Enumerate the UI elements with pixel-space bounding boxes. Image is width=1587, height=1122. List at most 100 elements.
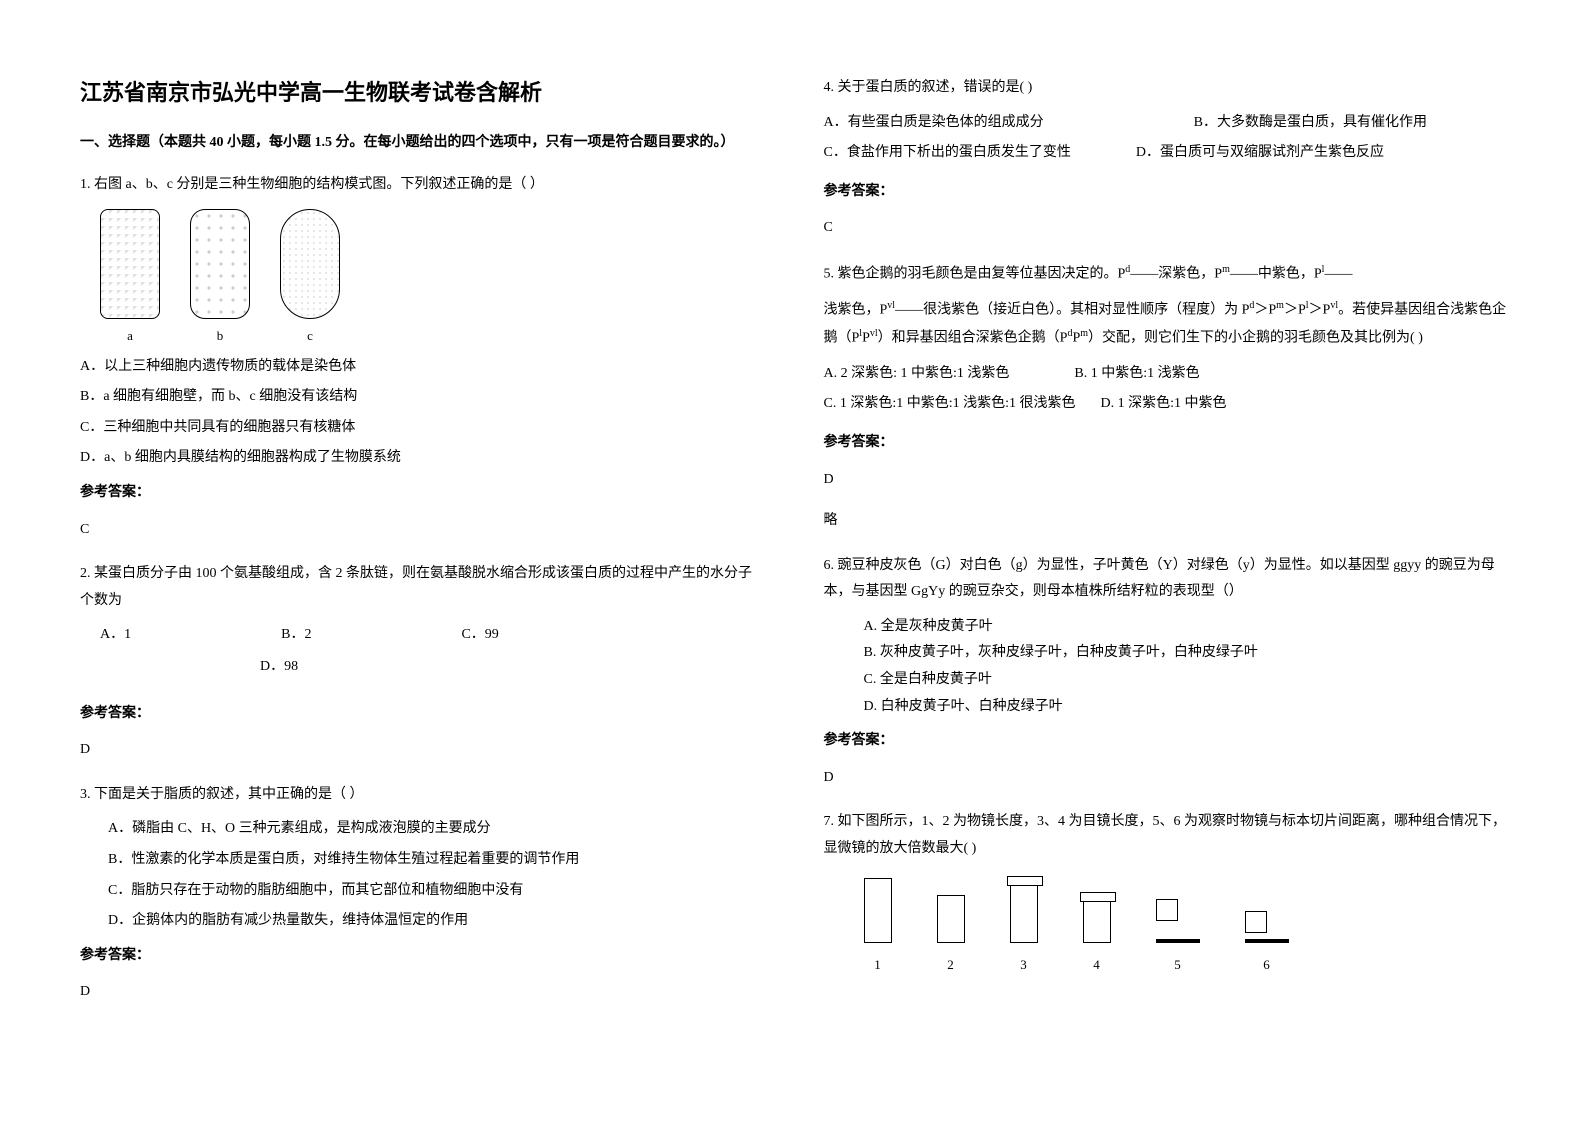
q4-row1: A．有些蛋白质是染色体的组成成分 B．大多数酶是蛋白质，具有催化作用 xyxy=(824,110,1508,141)
cell-diagram: a b c xyxy=(100,209,764,349)
cell-b: b xyxy=(190,209,250,349)
scope-label-6: 6 xyxy=(1263,953,1270,978)
q5-dd: ——深紫色，P xyxy=(1130,267,1222,282)
cell-a: a xyxy=(100,209,160,349)
q6-text: 6. 豌豆种皮灰色（G）对白色（g）为显性，子叶黄色（Y）对绿色（y）为显性。如… xyxy=(824,553,1508,606)
q5-note: 略 xyxy=(824,508,1508,535)
q5-sup-m: m xyxy=(1222,264,1230,275)
scope-4: 4 xyxy=(1083,901,1111,978)
q1-option-a: A．以上三种细胞内遗传物质的载体是染色体 xyxy=(80,354,764,381)
q5-option-b: B. 1 中紫色:1 浅紫色 xyxy=(1074,361,1199,388)
gap-5-group xyxy=(1156,899,1200,943)
left-column: 江苏省南京市弘光中学高一生物联考试卷含解析 一、选择题（本题共 40 小题，每小… xyxy=(50,75,794,1082)
q5-t2c3: ＞P xyxy=(1309,303,1331,318)
lens-3 xyxy=(1010,885,1038,943)
question-3: 3. 下面是关于脂质的叙述，其中正确的是（ ） A．磷脂由 C、H、O 三种元素… xyxy=(80,782,764,1006)
q5-t2c2: ＞P xyxy=(1284,303,1306,318)
scope-5: 5 xyxy=(1156,899,1200,978)
lens-1 xyxy=(864,878,892,943)
q5-s3: m xyxy=(1276,300,1284,311)
q2-option-a: A．1 xyxy=(100,622,131,649)
q3-option-d: D．企鹅体内的脂肪有减少热量散失，维持体温恒定的作用 xyxy=(108,908,764,935)
scope-3: 3 xyxy=(1010,885,1038,978)
cell-c: c xyxy=(280,209,340,349)
q3-option-a: A．磷脂由 C、H、O 三种元素组成，是构成液泡膜的主要成分 xyxy=(108,816,764,843)
cell-b-label: b xyxy=(217,324,224,349)
q3-options: A．磷脂由 C、H、O 三种元素组成，是构成液泡膜的主要成分 B．性激素的化学本… xyxy=(108,816,764,934)
cell-c-label: c xyxy=(307,324,313,349)
q5-s7: vl xyxy=(870,328,878,339)
slide-6 xyxy=(1245,939,1289,943)
q5-s5: vl xyxy=(1330,300,1338,311)
document-title: 江苏省南京市弘光中学高一生物联考试卷含解析 xyxy=(80,75,764,107)
q4-row2: C．食盐作用下析出的蛋白质发生了变性 D．蛋白质可与双缩脲试剂产生紫色反应 xyxy=(824,140,1508,171)
q4-answer-label: 参考答案： xyxy=(824,179,1508,206)
gap-6-group xyxy=(1245,911,1289,943)
scope-6: 6 xyxy=(1245,911,1289,978)
q5-answer: D xyxy=(824,467,1508,494)
q3-option-b: B．性激素的化学本质是蛋白质，对维持生物体生殖过程起着重要的调节作用 xyxy=(108,847,764,874)
q3-answer-label: 参考答案： xyxy=(80,943,764,970)
q6-answer: D xyxy=(824,765,1508,792)
q1-option-b: B．a 细胞有细胞壁，而 b、c 细胞没有该结构 xyxy=(80,384,764,411)
q5-de: —— xyxy=(1324,267,1352,282)
q2-answer: D xyxy=(80,737,764,764)
cell-b-image xyxy=(190,209,250,319)
q5-s9: m xyxy=(1080,328,1088,339)
q5-row2: C. 1 深紫色:1 中紫色:1 浅紫色:1 很浅紫色 D. 1 深紫色:1 中… xyxy=(824,391,1508,422)
q6-options: A. 全是灰种皮黄子叶 B. 灰种皮黄子叶，灰种皮绿子叶，白种皮黄子叶，白种皮绿… xyxy=(864,614,1508,720)
q5-t2b: ——很浅紫色（接近白色）。其相对显性顺序（程度）为 P xyxy=(895,303,1249,318)
right-column: 4. 关于蛋白质的叙述，错误的是( ) A．有些蛋白质是染色体的组成成分 B．大… xyxy=(794,75,1538,1082)
scope-1: 1 xyxy=(864,878,892,978)
slide-5 xyxy=(1156,939,1200,943)
small-lens-5 xyxy=(1156,899,1178,921)
q2-answer-label: 参考答案： xyxy=(80,701,764,728)
question-6: 6. 豌豆种皮灰色（G）对白色（g）为显性，子叶黄色（Y）对绿色（y）为显性。如… xyxy=(824,553,1508,792)
q2-options-row1: A．1 B．2 C．99 xyxy=(100,622,764,649)
q4-text: 4. 关于蛋白质的叙述，错误的是( ) xyxy=(824,75,1508,102)
q6-option-a: A. 全是灰种皮黄子叶 xyxy=(864,614,1508,641)
q1-answer: C xyxy=(80,517,764,544)
section-header: 一、选择题（本题共 40 小题，每小题 1.5 分。在每小题给出的四个选项中，只… xyxy=(80,132,764,154)
question-4: 4. 关于蛋白质的叙述，错误的是( ) A．有些蛋白质是染色体的组成成分 B．大… xyxy=(824,75,1508,242)
q2-option-c: C．99 xyxy=(461,622,498,649)
q5-row1: A. 2 深紫色: 1 中紫色:1 浅紫色 B. 1 中紫色:1 浅紫色 xyxy=(824,361,1508,392)
q5-option-a: A. 2 深紫色: 1 中紫色:1 浅紫色 xyxy=(824,361,1010,388)
q1-answer-label: 参考答案： xyxy=(80,480,764,507)
scope-label-4: 4 xyxy=(1093,953,1100,978)
scope-2: 2 xyxy=(937,895,965,978)
q5-t2c1: ＞P xyxy=(1254,303,1276,318)
scope-label-5: 5 xyxy=(1174,953,1181,978)
small-lens-6 xyxy=(1245,911,1267,933)
q3-answer: D xyxy=(80,979,764,1006)
cell-a-label: a xyxy=(127,324,133,349)
lens-4 xyxy=(1083,901,1111,943)
q5-answer-label: 参考答案： xyxy=(824,430,1508,457)
q5-t2a: 浅紫色，P xyxy=(824,303,888,318)
q5-option-c: C. 1 深紫色:1 中紫色:1 浅紫色:1 很浅紫色 xyxy=(824,391,1076,418)
q5-t2g: ）交配，则它们生下的小企鹅的羽毛颜色及其比例为( ) xyxy=(1088,331,1423,346)
scope-label-3: 3 xyxy=(1020,953,1027,978)
q3-option-c: C．脂肪只存在于动物的脂肪细胞中，而其它部位和植物细胞中没有 xyxy=(108,878,764,905)
q4-answer: C xyxy=(824,215,1508,242)
q5-t2f: ）和异基因组合深紫色企鹅（P xyxy=(878,331,1068,346)
q5-text-line1: 5. 紫色企鹅的羽毛颜色是由复等位基因决定的。Pd——深紫色，Pm——中紫色，P… xyxy=(824,260,1508,288)
q1-option-d: D．a、b 细胞内具膜结构的细胞器构成了生物膜系统 xyxy=(80,445,764,472)
q4-option-c: C．食盐作用下析出的蛋白质发生了变性 xyxy=(824,140,1071,167)
q1-option-c: C．三种细胞中共同具有的细胞器只有核糖体 xyxy=(80,415,764,442)
q5-option-d: D. 1 深紫色:1 中紫色 xyxy=(1101,391,1227,418)
cell-c-image xyxy=(280,209,340,319)
question-5: 5. 紫色企鹅的羽毛颜色是由复等位基因决定的。Pd——深紫色，Pm——中紫色，P… xyxy=(824,260,1508,535)
lens-2 xyxy=(937,895,965,943)
q6-option-c: C. 全是白种皮黄子叶 xyxy=(864,667,1508,694)
q2-text: 2. 某蛋白质分子由 100 个氨基酸组成，含 2 条肽链，则在氨基酸脱水缩合形… xyxy=(80,561,764,614)
microscope-diagram: 1 2 3 4 5 xyxy=(864,878,1508,978)
q6-option-b: B. 灰种皮黄子叶，灰种皮绿子叶，白种皮黄子叶，白种皮绿子叶 xyxy=(864,640,1508,667)
question-7: 7. 如下图所示，1、2 为物镜长度，3、4 为目镜长度，5、6 为观察时物镜与… xyxy=(824,809,1508,977)
q4-option-d: D．蛋白质可与双缩脲试剂产生紫色反应 xyxy=(1136,140,1384,167)
cell-a-image xyxy=(100,209,160,319)
q1-text: 1. 右图 a、b、c 分别是三种生物细胞的结构模式图。下列叙述正确的是（ ） xyxy=(80,172,764,199)
q3-text: 3. 下面是关于脂质的叙述，其中正确的是（ ） xyxy=(80,782,764,809)
q4-option-b: B．大多数酶是蛋白质，具有催化作用 xyxy=(1194,110,1427,137)
q2-option-b: B．2 xyxy=(281,622,311,649)
